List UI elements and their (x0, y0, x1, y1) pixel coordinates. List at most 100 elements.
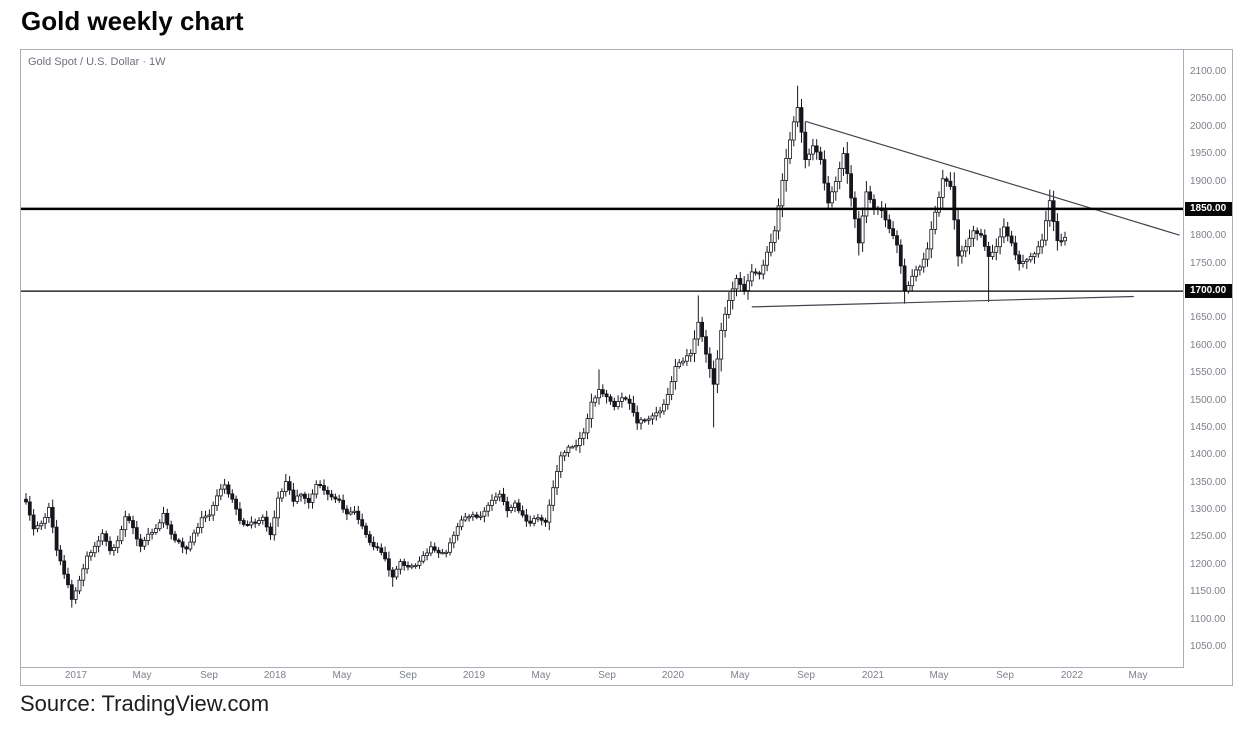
candle-body (35, 525, 40, 530)
candle-body (803, 131, 808, 160)
candle-body (463, 516, 468, 521)
candle-body (279, 491, 284, 499)
price-axis-label: 1550.00 (1190, 367, 1227, 378)
price-axis-label: 2050.00 (1190, 93, 1227, 104)
candle-body (612, 400, 617, 407)
candle-body (302, 493, 307, 499)
price-axis-label: 2100.00 (1190, 66, 1227, 77)
candle-body (509, 507, 514, 511)
candle-body (566, 446, 571, 454)
candle-body (444, 551, 449, 554)
candle-body (322, 485, 326, 491)
candle-body (344, 508, 349, 515)
candle-body (245, 523, 250, 526)
candle-body (66, 573, 70, 586)
candle-body (1005, 226, 1010, 237)
candle-body (455, 526, 460, 536)
candle-body (700, 321, 704, 338)
candle-body (157, 522, 162, 530)
candle-body (81, 568, 86, 581)
candle-body (761, 264, 766, 275)
candle-body (994, 246, 999, 253)
candle-body (493, 496, 498, 501)
candle-body (440, 552, 445, 555)
candle-body (979, 233, 983, 236)
candle-body (77, 579, 82, 592)
candle-body (631, 402, 636, 413)
time-axis-label: 2019 (462, 670, 486, 681)
candle-body (348, 511, 353, 515)
time-axis-label: May (1128, 670, 1148, 681)
candle-body (891, 228, 895, 237)
candle-body (497, 493, 502, 498)
candle-body (237, 508, 242, 521)
candle-body (742, 283, 747, 291)
candle-body (1051, 200, 1056, 222)
candle-body (707, 353, 712, 370)
candle-body (826, 182, 831, 204)
candle-body (1028, 256, 1033, 261)
candle-body (352, 510, 357, 513)
price-axis-label: 1750.00 (1190, 258, 1227, 269)
candle-body (528, 520, 533, 524)
candle-body (925, 248, 930, 260)
candle-body (650, 415, 655, 420)
time-axis-label: May (132, 670, 152, 681)
candle-body (719, 330, 724, 360)
candle-body (574, 445, 578, 448)
candle-body (180, 541, 185, 548)
source-caption: Source: TradingView.com (20, 691, 270, 716)
candle-body (112, 547, 116, 551)
candlestick-chart-svg (21, 85, 1183, 608)
price-axis-label: 1500.00 (1190, 395, 1227, 406)
price-axis-label: 1950.00 (1190, 148, 1227, 159)
candle-body (291, 489, 296, 502)
candle-body (1059, 240, 1064, 243)
price-axis-label: 1200.00 (1190, 559, 1227, 570)
trendline-flat-support (751, 295, 1134, 308)
candle-body (532, 518, 537, 524)
candle-body (318, 483, 323, 486)
candle-body (711, 368, 716, 385)
candle-body (830, 191, 834, 204)
candle-body (734, 278, 739, 290)
candle-body (642, 419, 647, 422)
candle-body (1021, 261, 1025, 264)
candle-body (539, 517, 544, 521)
price-axis-label: 1650.00 (1190, 312, 1227, 323)
candle-body (547, 504, 552, 523)
candle-body (50, 506, 55, 528)
candle-body (226, 484, 231, 495)
candle-body (883, 210, 888, 221)
candle-body (627, 398, 632, 404)
candle-body (948, 180, 953, 187)
candle-body (100, 533, 105, 542)
candle-body (249, 521, 254, 526)
candle-body (283, 481, 288, 492)
candle-body (428, 546, 433, 554)
candle-body (856, 218, 861, 244)
candle-body (470, 514, 475, 518)
candle-body (600, 389, 605, 395)
candle-body (421, 555, 426, 562)
candle-body (127, 516, 131, 521)
candle-body (833, 181, 838, 193)
candle-body (868, 191, 873, 200)
candle-body (501, 493, 506, 503)
candle-body (662, 403, 666, 412)
candle-body (314, 483, 319, 495)
time-axis-label: Sep (996, 670, 1014, 681)
candle-body (956, 219, 960, 257)
price-axis: 1850.00 1700.00 2100.00 2050.00 2000.00 1950.… (1185, 50, 1232, 668)
candle-body (482, 510, 487, 517)
candle-body (543, 519, 548, 523)
candle-body (108, 540, 112, 552)
candle-body (589, 401, 594, 420)
time-axis-label: Sep (797, 670, 815, 681)
candle-body (837, 168, 842, 182)
candle-body (161, 512, 166, 524)
candle-body (104, 533, 109, 542)
price-axis-label: 1900.00 (1190, 176, 1227, 187)
candle-body (390, 569, 395, 578)
candle-body (260, 516, 265, 521)
